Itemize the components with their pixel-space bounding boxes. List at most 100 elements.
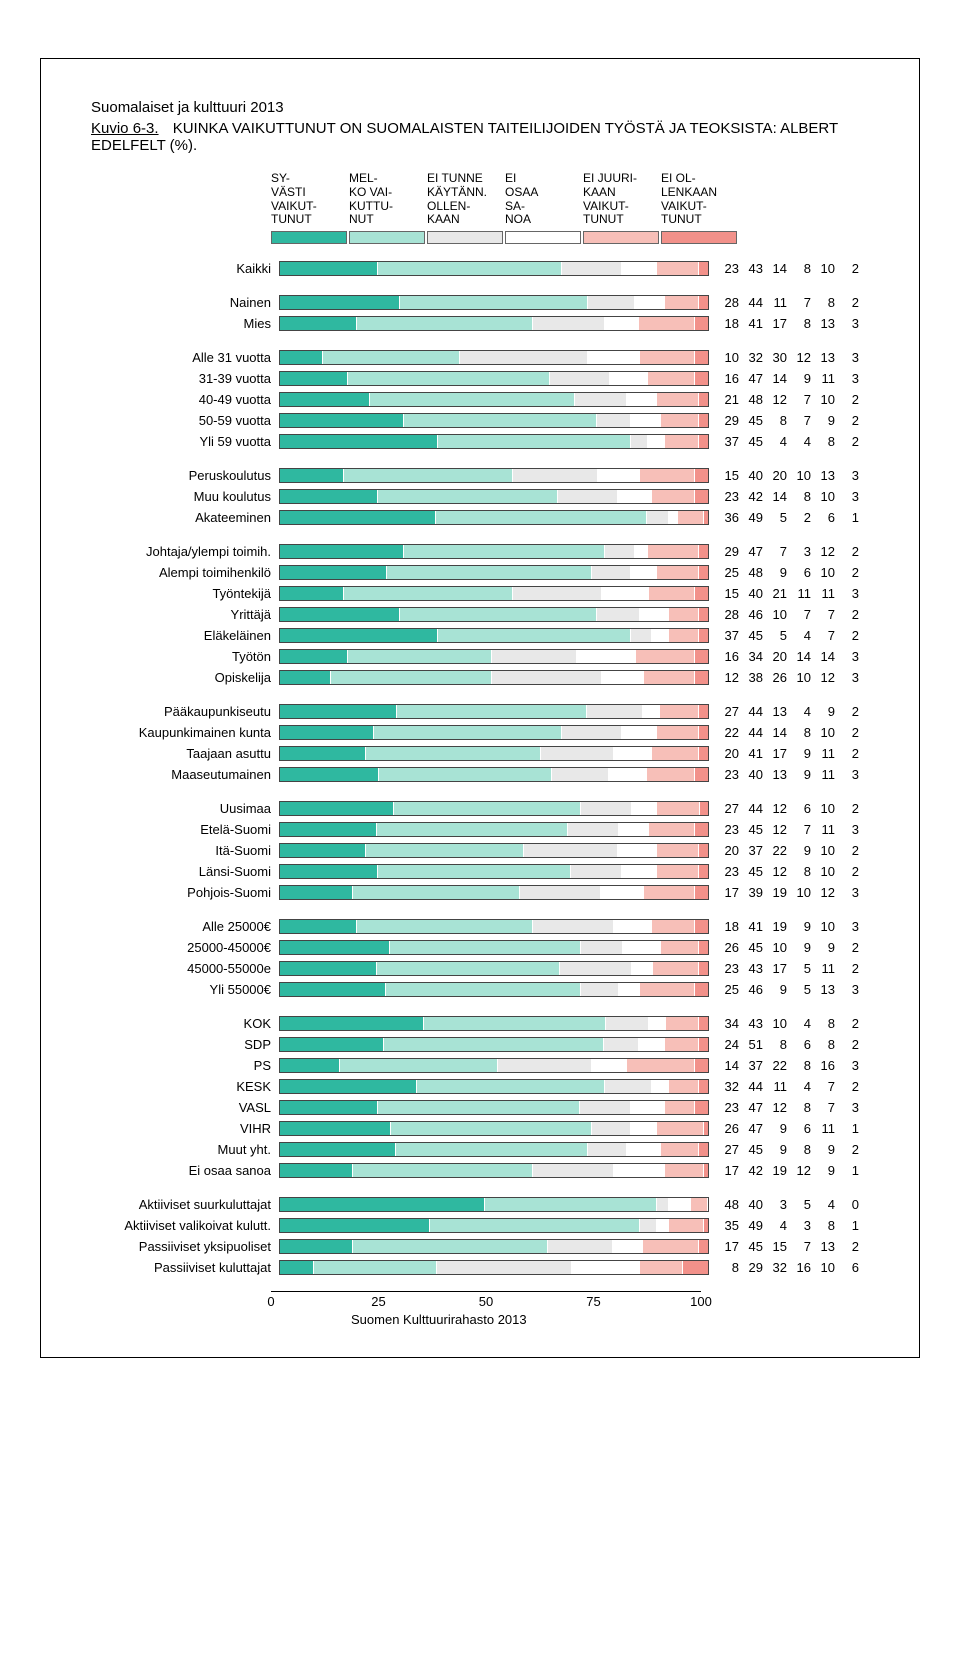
row-values: 12382610123 — [709, 670, 859, 685]
bar-segment — [391, 1122, 592, 1135]
row-values: 15402010133 — [709, 468, 859, 483]
chart-row: KOK344310482 — [91, 1013, 869, 1033]
bar-segment — [635, 296, 665, 309]
value-cell: 14 — [765, 371, 787, 386]
value-cell: 10 — [813, 864, 835, 879]
footer-source: Suomen Kulttuurirahasto 2013 — [351, 1312, 869, 1327]
value-cell: 10 — [813, 919, 835, 934]
value-cell: 3 — [837, 670, 859, 685]
value-cell: 45 — [741, 1142, 763, 1157]
chart-row: Yrittäjä284610772 — [91, 604, 869, 624]
value-cell: 2 — [837, 295, 859, 310]
bar-segment — [498, 1059, 592, 1072]
bar-segment — [647, 768, 695, 781]
bar-segment — [640, 469, 695, 482]
row-label: Alempi toimihenkilö — [91, 565, 279, 580]
row-label: Akateeminen — [91, 510, 279, 525]
value-cell: 14 — [765, 725, 787, 740]
bar-segment — [280, 566, 387, 579]
chart-row: Etelä-Suomi2345127113 — [91, 819, 869, 839]
stacked-bar — [279, 295, 709, 310]
stacked-bar — [279, 1218, 709, 1233]
value-cell: 13 — [813, 350, 835, 365]
bar-segment — [665, 435, 699, 448]
chart-group: KOK344310482SDP24518682PS1437228163KESK3… — [91, 1013, 869, 1180]
bar-segment — [699, 1080, 708, 1093]
value-cell: 11 — [813, 961, 835, 976]
row-label: Kaikki — [91, 261, 279, 276]
value-cell: 9 — [765, 1142, 787, 1157]
value-cell: 5 — [789, 982, 811, 997]
stacked-bar — [279, 649, 709, 664]
row-values: 35494381 — [709, 1218, 859, 1233]
value-cell: 9 — [789, 767, 811, 782]
value-cell: 10 — [813, 565, 835, 580]
stacked-bar — [279, 1142, 709, 1157]
value-cell: 6 — [789, 801, 811, 816]
bar-segment — [704, 511, 708, 524]
value-cell: 14 — [765, 489, 787, 504]
value-cell: 7 — [813, 1100, 835, 1115]
bar-segment — [366, 844, 524, 857]
bar-segment — [657, 1198, 670, 1211]
value-cell: 22 — [765, 843, 787, 858]
value-cell: 44 — [741, 801, 763, 816]
chart-row: Opiskelija12382610123 — [91, 667, 869, 687]
bar-segment — [344, 469, 514, 482]
value-cell: 8 — [813, 295, 835, 310]
chart-group: Johtaja/ylempi toimih.294773122Alempi to… — [91, 541, 869, 687]
value-cell: 10 — [765, 940, 787, 955]
bar-segment — [657, 726, 700, 739]
bar-segment — [660, 705, 699, 718]
value-cell: 9 — [789, 940, 811, 955]
bar-segment — [605, 1080, 652, 1093]
bar-segment — [602, 671, 644, 684]
bar-segment — [280, 608, 400, 621]
bar-segment — [632, 802, 657, 815]
bar-segment — [699, 1017, 707, 1030]
bar-segment — [280, 545, 404, 558]
value-cell: 11 — [813, 767, 835, 782]
value-cell: 41 — [741, 746, 763, 761]
bar-segment — [695, 671, 708, 684]
value-cell: 4 — [789, 434, 811, 449]
value-cell: 40 — [741, 1197, 763, 1212]
value-cell: 9 — [765, 1121, 787, 1136]
value-cell: 5 — [765, 628, 787, 643]
bar-segment — [661, 1143, 700, 1156]
stacked-bar — [279, 1197, 709, 1212]
row-values: 1742191291 — [709, 1163, 859, 1178]
value-cell: 41 — [741, 316, 763, 331]
row-values: 1437228163 — [709, 1058, 859, 1073]
bar-segment — [665, 1164, 704, 1177]
bar-segment — [280, 886, 353, 899]
stacked-bar — [279, 885, 709, 900]
row-label: Pääkaupunkiseutu — [91, 704, 279, 719]
bar-segment — [695, 1101, 708, 1114]
value-cell: 18 — [717, 316, 739, 331]
value-cell: 2 — [837, 864, 859, 879]
value-cell: 11 — [813, 822, 835, 837]
chart-row: Akateeminen36495261 — [91, 507, 869, 527]
row-label: 50-59 vuotta — [91, 413, 279, 428]
value-cell: 9 — [789, 746, 811, 761]
value-cell: 4 — [789, 628, 811, 643]
value-cell: 4 — [789, 1016, 811, 1031]
value-cell: 23 — [717, 961, 739, 976]
row-values: 284411782 — [709, 295, 859, 310]
bar-segment — [644, 886, 695, 899]
value-cell: 3 — [837, 316, 859, 331]
legend-label: EI OSAA SA- NOA — [505, 172, 581, 227]
bar-segment — [353, 1164, 533, 1177]
value-cell: 20 — [717, 746, 739, 761]
bar-segment — [631, 566, 657, 579]
bar-segment — [280, 1038, 384, 1051]
stacked-bar — [279, 1058, 709, 1073]
value-cell: 29 — [717, 413, 739, 428]
chart-row: Kaikki2343148102 — [91, 258, 869, 278]
stacked-bar — [279, 864, 709, 879]
bar-segment — [669, 608, 699, 621]
value-cell: 17 — [765, 961, 787, 976]
chart-group: Pääkaupunkiseutu274413492Kaupunkimainen … — [91, 701, 869, 784]
value-cell: 28 — [717, 607, 739, 622]
